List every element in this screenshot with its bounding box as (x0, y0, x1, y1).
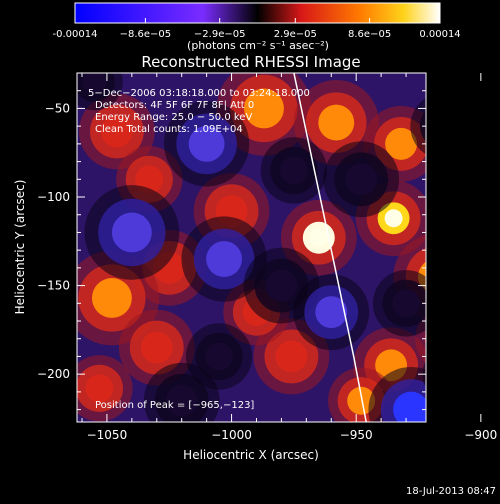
x-tick-label: −1050 (87, 428, 128, 442)
colorbar-tick-label: 2.9e−05 (274, 29, 317, 40)
heatmap-blob-core (91, 278, 132, 318)
heatmap-blob-halo (422, 360, 426, 388)
annotation-time-range: 5−Dec−2006 03:18:18.000 to 03:24:18.000 (88, 88, 310, 99)
colorbar: -0.00014 −8.6e−05 −2.9e−05 2.9e−05 8.6e−05 0.… (53, 2, 461, 52)
heatmap-blob-core (347, 386, 376, 415)
colorbar-units: (photons cm⁻² s⁻¹ asec⁻²) (187, 39, 329, 52)
heatmap-blob-core (206, 241, 243, 277)
heatmap-blob-core (275, 340, 308, 373)
chart-title: Reconstructed RHESSI Image (141, 53, 360, 71)
plot-area: −1050 −1000 −950 −900 −50 −100 −150 −200 5−Dec−… (37, 72, 500, 442)
heatmap-blob-core (385, 127, 418, 160)
y-tick-label: −200 (37, 367, 70, 381)
annotation-detectors: Detectors: 4F 5F 6F 7F 8F| Att 0 (95, 100, 254, 111)
generation-timestamp: 18-Jul-2013 08:47 (406, 486, 496, 497)
colorbar-tick-label: 0.00014 (419, 29, 460, 40)
heatmap-blob-core (165, 384, 198, 417)
heatmap-blob-core (265, 269, 298, 302)
heatmap-blob-core (318, 104, 355, 141)
heatmap-blob-core (140, 331, 173, 364)
heatmap-blob (419, 110, 426, 142)
heatmap-blob-core (345, 163, 378, 196)
heatmap-peak-core (384, 209, 403, 228)
heatmap-blob-core (279, 156, 308, 185)
y-tick-label: −150 (37, 279, 70, 293)
heatmap-blob-core (85, 374, 114, 403)
heatmap-blob-core (188, 125, 225, 162)
heatmap-blob-core (244, 88, 284, 129)
heatmap-blob-core (111, 212, 152, 253)
heatmap-blob-core (439, 362, 463, 386)
plot-frame (76, 72, 427, 423)
x-tick-label: −1000 (211, 428, 252, 442)
x-axis-label: Heliocentric X (arcsec) (183, 448, 319, 462)
heatmap-blob (431, 354, 471, 394)
heatmap-peak-core (309, 228, 328, 247)
solar-limb-line (293, 73, 367, 422)
heatmap-blob-halo (435, 155, 500, 221)
annotation-energy-range: Energy Range: 25.0 − 50.0 keV (95, 112, 252, 123)
colorbar-gradient (74, 2, 441, 24)
x-tick-label: −950 (340, 428, 373, 442)
heatmap-blob-core (392, 289, 421, 318)
colorbar-tick-label: −2.9e−05 (194, 29, 246, 40)
heatmap-blob-core (205, 342, 234, 371)
colorbar-tick-label: 8.6e−05 (348, 29, 391, 40)
y-tick-label: −50 (45, 101, 70, 115)
x-tick-label: −900 (464, 428, 497, 442)
heatmap-blob-core (82, 73, 107, 94)
heatmap-blob-halo (410, 97, 426, 155)
heatmap-blob-core (454, 174, 482, 202)
heatmap-blob-core (429, 112, 457, 140)
heatmap-blob (445, 165, 492, 212)
heatmap-blob-core (393, 391, 426, 422)
y-tick-label: −100 (37, 190, 70, 204)
annotation-block: 5−Dec−2006 03:18:18.000 to 03:24:18.000 … (88, 88, 310, 135)
heatmap-blob-core (434, 325, 462, 353)
annotation-clean-counts: Clean Total counts: 1.09E+04 (95, 124, 243, 135)
colorbar-tick-label: −8.6e−05 (120, 29, 172, 40)
heatmap-image (77, 73, 500, 422)
y-axis-label: Heliocentric Y (arcsec) (13, 180, 27, 315)
heatmap-blob-core (100, 115, 133, 148)
colorbar-ticks: -0.00014 −8.6e−05 −2.9e−05 2.9e−05 8.6e−05 0.… (53, 18, 461, 40)
heatmap-blob (424, 331, 426, 346)
peak-position-label: Position of Peak = [−965,−123] (95, 400, 254, 411)
axes: −1050 −1000 −950 −900 −50 −100 −150 −200 (37, 73, 497, 442)
colorbar-tick-label: -0.00014 (53, 29, 98, 40)
heatmap-blob-core (315, 296, 348, 329)
